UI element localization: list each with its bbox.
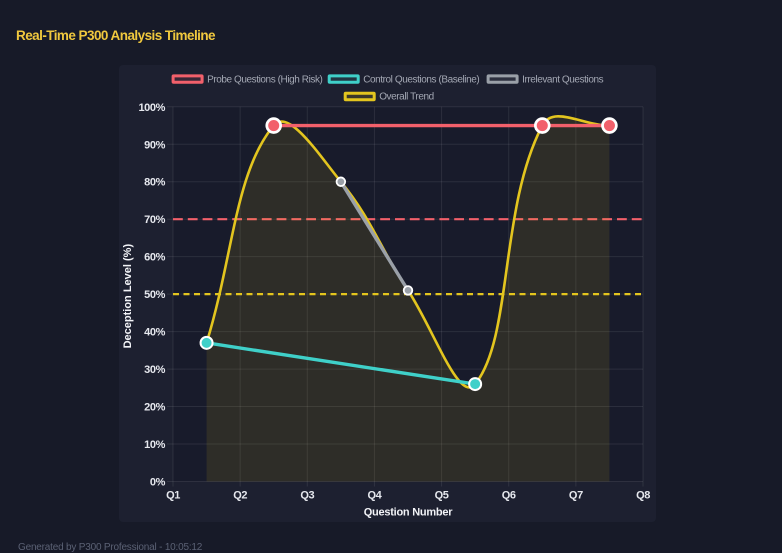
svg-text:Q4: Q4 (367, 490, 382, 502)
svg-text:Q7: Q7 (569, 490, 583, 502)
svg-text:20%: 20% (144, 402, 165, 414)
svg-text:60%: 60% (144, 252, 165, 264)
svg-text:Q3: Q3 (300, 490, 314, 502)
svg-text:Irrelevant Questions: Irrelevant Questions (522, 74, 604, 85)
svg-text:50%: 50% (144, 289, 165, 301)
svg-text:100%: 100% (138, 102, 165, 114)
svg-text:Deception Level (%): Deception Level (%) (122, 244, 134, 349)
svg-text:10%: 10% (144, 439, 165, 451)
svg-text:Q8: Q8 (636, 490, 650, 502)
svg-text:Q1: Q1 (166, 490, 180, 502)
svg-text:Question Number: Question Number (364, 507, 454, 519)
svg-text:30%: 30% (144, 364, 165, 376)
svg-text:Q6: Q6 (502, 490, 516, 502)
svg-text:Q5: Q5 (435, 490, 449, 502)
svg-text:Control Questions (Baseline): Control Questions (Baseline) (363, 74, 479, 85)
svg-text:40%: 40% (144, 327, 165, 339)
svg-text:Q2: Q2 (233, 490, 247, 502)
svg-text:90%: 90% (144, 139, 165, 151)
svg-text:0%: 0% (150, 477, 166, 489)
svg-text:70%: 70% (144, 214, 165, 226)
svg-text:Overall Trend: Overall Trend (379, 92, 434, 103)
svg-text:Probe Questions (High Risk): Probe Questions (High Risk) (207, 74, 322, 85)
svg-text:80%: 80% (144, 177, 165, 189)
